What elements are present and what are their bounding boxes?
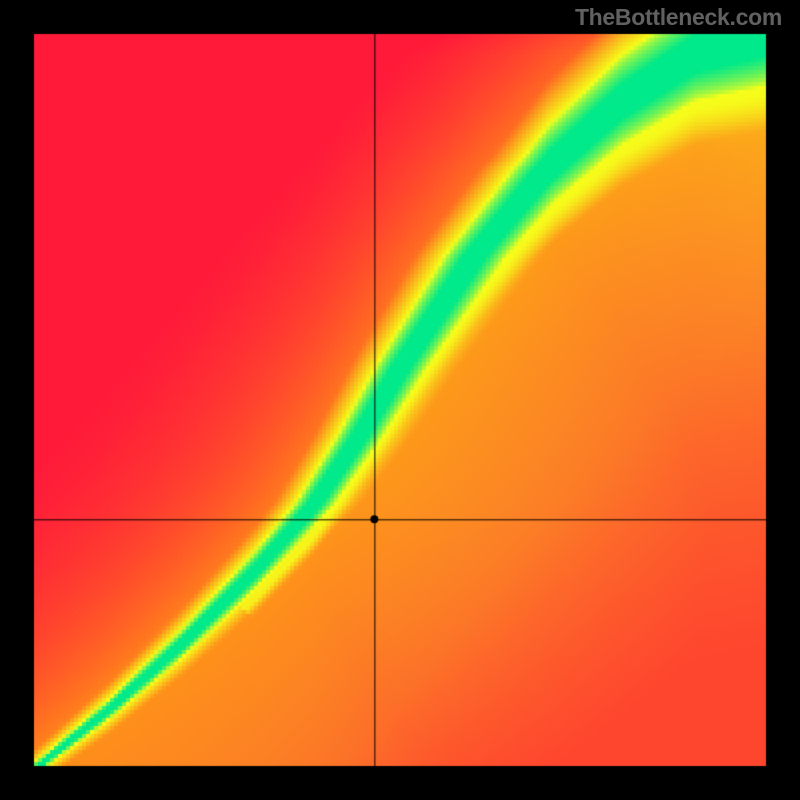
chart-container: TheBottleneck.com [0,0,800,800]
heatmap-canvas [0,0,800,800]
watermark-text: TheBottleneck.com [575,4,782,31]
